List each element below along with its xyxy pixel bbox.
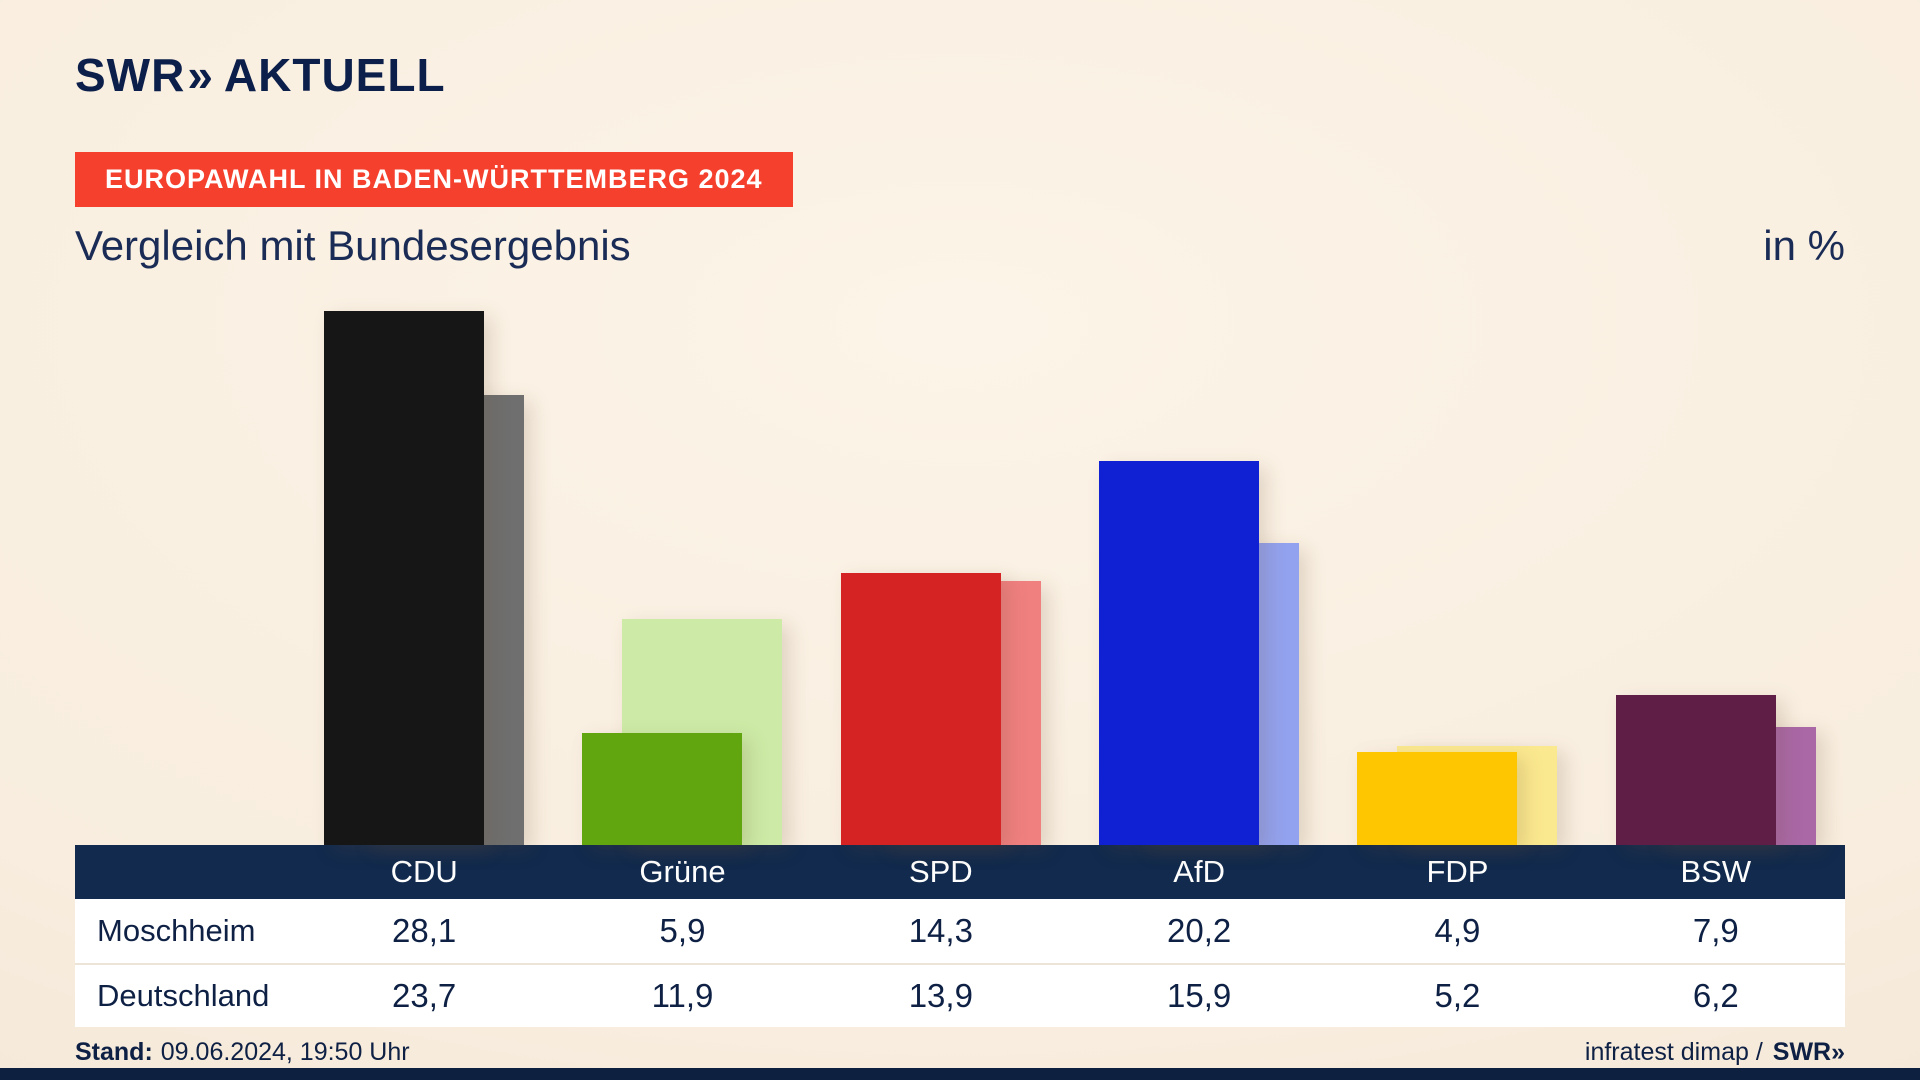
row-label-deutschland: Deutschland	[97, 978, 270, 1013]
stand-info: Stand: 09.06.2024, 19:50 Uhr	[75, 1038, 418, 1067]
source-text: infratest dimap /	[1584, 1038, 1763, 1066]
chart-column-spd	[812, 573, 1070, 845]
bar-group-cdu	[324, 311, 525, 845]
value-bsw-deutschland: 6,2	[1692, 977, 1739, 1014]
chart-column-cdu	[295, 311, 553, 845]
value-cdu-moschheim: 28,1	[392, 912, 457, 949]
results-table: CDU Grüne SPD AfD FDP BSW Moschheim 28,1 5,9 14,…	[75, 845, 1845, 1027]
chart-column-gruene	[553, 618, 811, 845]
bar-group-bsw	[1615, 694, 1816, 845]
double-chevron-icon: »	[187, 49, 213, 101]
column-header-spd: SPD	[908, 854, 973, 889]
aktuell-brand-text: AKTUELL	[223, 49, 446, 101]
stand-value: 09.06.2024, 19:50 Uhr	[160, 1038, 410, 1066]
bar-spd-moschheim	[840, 573, 1001, 845]
bar-gruene-moschheim	[582, 732, 743, 845]
source-info: infratest dimap / SWR»	[1585, 1038, 1845, 1067]
stand-label: Stand:	[75, 1038, 153, 1066]
value-afd-moschheim: 20,2	[1167, 912, 1232, 949]
column-header-afd: AfD	[1173, 854, 1225, 889]
bottom-brand-strip	[0, 1068, 1920, 1080]
table-row-deutschland: Deutschland 23,7 11,9 13,9 15,9 5,2 6,2	[75, 963, 1845, 1027]
swr-source-logo: SWR»	[1772, 1038, 1845, 1066]
bar-group-afd	[1099, 461, 1300, 845]
title-row: Vergleich mit Bundesergebnis in %	[75, 222, 1845, 270]
value-gruene-moschheim: 5,9	[659, 912, 706, 949]
table-row-moschheim: Moschheim 28,1 5,9 14,3 20,2 4,9 7,9	[75, 899, 1845, 963]
value-fdp-moschheim: 4,9	[1434, 912, 1481, 949]
swr-brand-text: SWR	[75, 49, 186, 101]
bar-group-spd	[840, 573, 1041, 845]
chart-column-afd	[1070, 461, 1328, 845]
value-cdu-deutschland: 23,7	[392, 977, 457, 1014]
swr-aktuell-logo: SWR» AKTUELL	[75, 48, 446, 102]
chart-column-bsw	[1587, 694, 1845, 845]
chart-title: Vergleich mit Bundesergebnis	[75, 222, 631, 269]
value-bsw-moschheim: 7,9	[1692, 912, 1739, 949]
chart-column-fdp	[1328, 746, 1586, 845]
bar-cdu-moschheim	[324, 311, 485, 845]
column-header-gruene: Grüne	[639, 854, 726, 889]
bar-group-fdp	[1357, 746, 1558, 845]
bar-fdp-moschheim	[1357, 751, 1518, 845]
footer: Stand: 09.06.2024, 19:50 Uhr infratest di…	[75, 1038, 1845, 1067]
bar-group-gruene	[582, 618, 783, 845]
double-chevron-icon: »	[1831, 1038, 1845, 1066]
column-header-fdp: FDP	[1426, 854, 1489, 889]
column-header-cdu: CDU	[390, 854, 458, 889]
value-spd-deutschland: 13,9	[908, 977, 973, 1014]
bar-chart	[75, 265, 1845, 845]
value-spd-moschheim: 14,3	[908, 912, 973, 949]
value-afd-deutschland: 15,9	[1167, 977, 1232, 1014]
topic-badge: EUROPAWAHL IN BADEN-WÜRTTEMBERG 2024	[75, 152, 793, 207]
row-label-moschheim: Moschheim	[97, 913, 256, 948]
bar-bsw-moschheim	[1615, 694, 1776, 845]
table-body: Moschheim 28,1 5,9 14,3 20,2 4,9 7,9 Deutschlan…	[75, 899, 1845, 1027]
bar-afd-moschheim	[1099, 461, 1260, 845]
unit-label: in %	[1763, 222, 1845, 269]
column-header-bsw: BSW	[1680, 854, 1752, 889]
value-gruene-deutschland: 11,9	[651, 977, 714, 1014]
table-header-row: CDU Grüne SPD AfD FDP BSW	[75, 845, 1845, 899]
value-fdp-deutschland: 5,2	[1434, 977, 1481, 1014]
